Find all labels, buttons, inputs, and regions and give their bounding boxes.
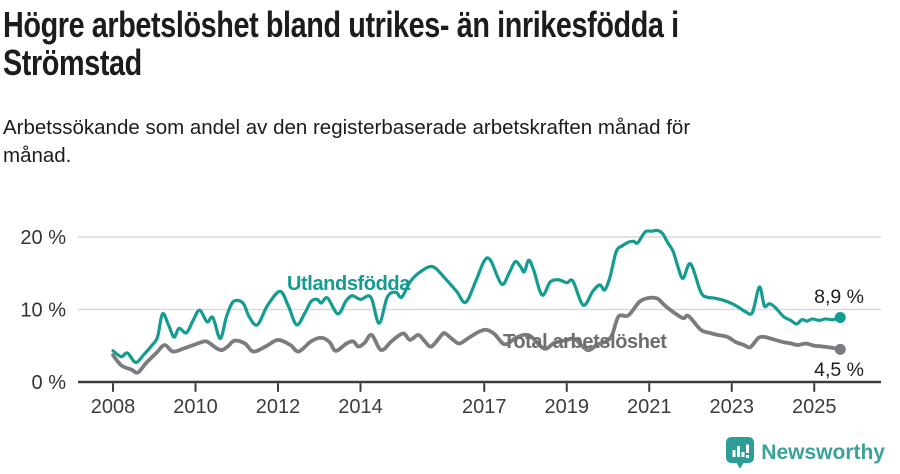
end-dot-total <box>834 343 846 355</box>
line-utlandsfodda <box>111 228 842 365</box>
newsworthy-wordmark: Newsworthy <box>761 441 885 464</box>
x-tick-label: 2021 <box>627 396 672 418</box>
newsworthy-icon <box>726 437 755 469</box>
y-axis-labels: 0 % 10 % 20 % <box>20 227 66 394</box>
y-tick-label: 20 % <box>20 227 66 249</box>
line-total <box>111 295 843 375</box>
x-axis <box>78 380 881 392</box>
newsworthy-logo[interactable]: Newsworthy <box>726 437 885 469</box>
series-end-dots <box>834 311 846 355</box>
end-dot-utlandsfodda <box>834 311 846 323</box>
x-tick-label: 2019 <box>545 396 590 418</box>
x-axis-labels: 2008 2010 2012 2014 2017 2019 2021 2023 2025 <box>91 396 837 418</box>
end-value-total: 4,5 % <box>814 359 864 381</box>
x-tick-label: 2010 <box>173 396 218 418</box>
y-tick-label: 10 % <box>20 300 66 322</box>
x-tick-label: 2014 <box>338 396 383 418</box>
y-tick-label: 0 % <box>32 372 67 394</box>
series-label-utlandsfodda: Utlandsfödda <box>287 273 411 295</box>
x-tick-label: 2023 <box>710 396 755 418</box>
page-title-line-2: Strömstad <box>3 42 142 83</box>
x-tick-label: 2012 <box>256 396 301 418</box>
x-tick-label: 2008 <box>91 396 136 418</box>
x-tick-label: 2017 <box>462 396 507 418</box>
end-value-utlandsfodda: 8,9 % <box>814 286 864 308</box>
gridlines <box>78 236 881 311</box>
page-title: Högre arbetslöshet bland utrikes- än inr… <box>3 6 848 82</box>
chart-subtitle: Arbetssökande som andel av den registerb… <box>3 116 691 167</box>
series-label-total: Total arbetslöshet <box>503 331 667 353</box>
page-title-line-1: Högre arbetslöshet bland utrikes- än inr… <box>3 4 679 45</box>
series-lines <box>111 228 843 375</box>
x-tick-label: 2025 <box>792 396 837 418</box>
